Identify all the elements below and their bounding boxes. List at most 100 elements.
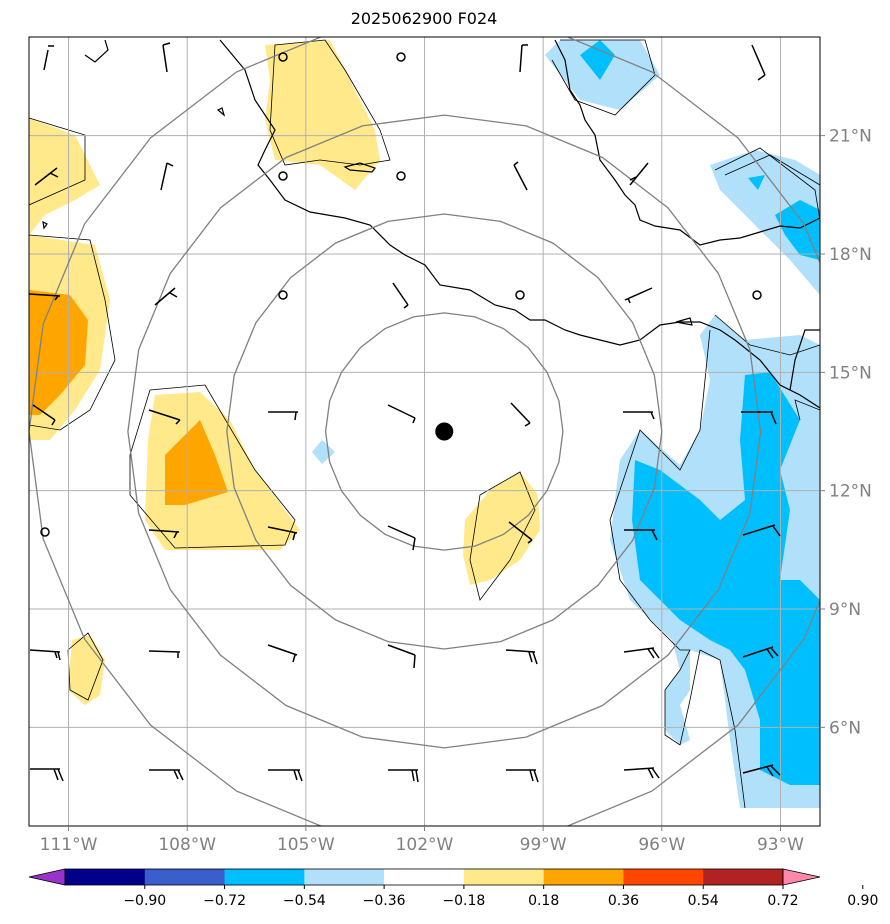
- wind-barb: [742, 524, 781, 537]
- colorbar: −0.90 −0.72 −0.54 −0.36 −0.18 0.18 0.36 0.54 0.7…: [28, 868, 878, 909]
- colorbar-extend-max: [782, 868, 821, 886]
- wind-barb: [162, 42, 171, 73]
- calm-wind-marker: [396, 52, 406, 62]
- colorbar-tick-label: 0.36: [608, 893, 639, 909]
- wind-barb: [160, 162, 174, 191]
- wind-barb: [388, 769, 419, 783]
- calm-wind-marker: [515, 290, 525, 300]
- calm-wind-marker: [278, 171, 288, 181]
- latitude-tick-label: 12°N: [829, 482, 872, 502]
- positive-area: [463, 472, 540, 585]
- contour-layer: [29, 39, 820, 809]
- negative-area-strong: [748, 175, 765, 190]
- colorbar-swatch: [623, 869, 704, 885]
- wind-barb: [154, 287, 178, 306]
- colorbar-swatch: [384, 869, 465, 885]
- positive-area: [265, 40, 380, 190]
- wind-barb: [148, 409, 181, 425]
- negative-area: [710, 150, 820, 295]
- calm-wind-marker: [278, 52, 288, 62]
- colorbar-tick-label: −0.90: [123, 893, 166, 909]
- wind-barb: [392, 282, 409, 309]
- wind-barb: [148, 650, 181, 658]
- wind-barb: [741, 411, 777, 425]
- negative-area-strong: [632, 372, 820, 785]
- map-title: 2025062900 F024: [350, 9, 498, 28]
- calm-wind-marker: [40, 527, 50, 537]
- wind-barb: [510, 402, 531, 427]
- calm-markers: [40, 52, 762, 537]
- wind-barb: [513, 161, 528, 191]
- longitude-tick-label: 108°W: [158, 835, 216, 855]
- range-ring: [127, 114, 762, 749]
- wind-barb: [267, 526, 298, 541]
- colorbar-swatch: [304, 869, 385, 885]
- colorbar-tick-label: −0.36: [363, 893, 406, 909]
- latitude-tick-label: 6°N: [829, 718, 861, 738]
- wind-barb: [623, 647, 660, 659]
- latitude-tick-label: 15°N: [829, 363, 872, 383]
- wind-barb: [624, 529, 658, 541]
- latitude-tick-label: 21°N: [829, 127, 872, 147]
- wind-barb: [387, 525, 416, 551]
- colorbar-tick-label: 0.54: [688, 893, 719, 909]
- colorbar-tick-label: −0.18: [442, 893, 485, 909]
- wind-barb: [623, 767, 660, 779]
- positive-area-strong: [165, 420, 228, 505]
- wind-barb: [148, 529, 180, 539]
- shaded-field-layer: [29, 40, 820, 808]
- wind-barb: [751, 44, 766, 81]
- wind-barb: [506, 769, 539, 783]
- colorbar-extend-min: [28, 868, 66, 886]
- colorbar-swatch: [543, 869, 624, 885]
- colorbar-tick-label: 0.90: [847, 893, 878, 909]
- longitude-tick-label: 96°W: [638, 835, 685, 855]
- range-ring: [324, 312, 564, 551]
- longitude-tick-label: 102°W: [396, 835, 454, 855]
- coastline: [42, 39, 820, 409]
- calm-wind-marker: [752, 290, 762, 300]
- wind-barb: [34, 167, 59, 186]
- colorbar-swatch: [144, 869, 226, 885]
- latitude-tick-label: 9°N: [829, 600, 861, 620]
- wind-barb: [268, 411, 298, 421]
- wind-barbs: [29, 42, 781, 783]
- wind-barb: [387, 404, 416, 424]
- positive-area: [68, 635, 105, 705]
- colorbar-swatch: [703, 869, 784, 885]
- longitude-tick-label: 105°W: [277, 835, 335, 855]
- wind-barb: [623, 411, 655, 420]
- calm-wind-marker: [278, 290, 288, 300]
- latitude-tick-labels: 21°N 18°N 15°N 12°N 9°N 6°N: [820, 127, 872, 738]
- wind-barb: [43, 45, 54, 71]
- longitude-tick-label: 99°W: [520, 835, 567, 855]
- wind-barb: [32, 404, 56, 426]
- longitude-tick-labels: 111°W 108°W 105°W 102°W 99°W 96°W 93°W: [40, 826, 804, 855]
- wind-barb: [508, 521, 533, 544]
- positive-area: [145, 392, 300, 550]
- wind-barb: [519, 44, 528, 73]
- longitude-tick-label: 111°W: [40, 835, 98, 855]
- wind-barb: [29, 293, 61, 301]
- colorbar-tick-label: 0.72: [767, 893, 798, 909]
- wind-barb: [387, 644, 416, 669]
- wind-barb: [267, 644, 298, 663]
- colorbar-tick-label: 0.18: [528, 893, 559, 909]
- negative-area: [312, 440, 335, 464]
- range-ring: [29, 37, 820, 826]
- colorbar-swatch: [224, 869, 305, 885]
- calm-wind-marker: [396, 171, 406, 181]
- colorbar-tick-label: −0.54: [283, 893, 326, 909]
- colorbar-swatch: [463, 869, 545, 885]
- colorbar-tick-label: −0.72: [203, 893, 246, 909]
- wind-barb: [505, 649, 538, 665]
- wind-barb: [149, 769, 184, 781]
- colorbar-swatch: [65, 869, 146, 885]
- wind-barb: [742, 646, 779, 659]
- wind-barb: [624, 287, 653, 304]
- wind-barb: [742, 764, 781, 777]
- colorbar-frame: [64, 868, 784, 886]
- range-ring: [226, 213, 663, 650]
- longitude-tick-label: 93°W: [757, 835, 804, 855]
